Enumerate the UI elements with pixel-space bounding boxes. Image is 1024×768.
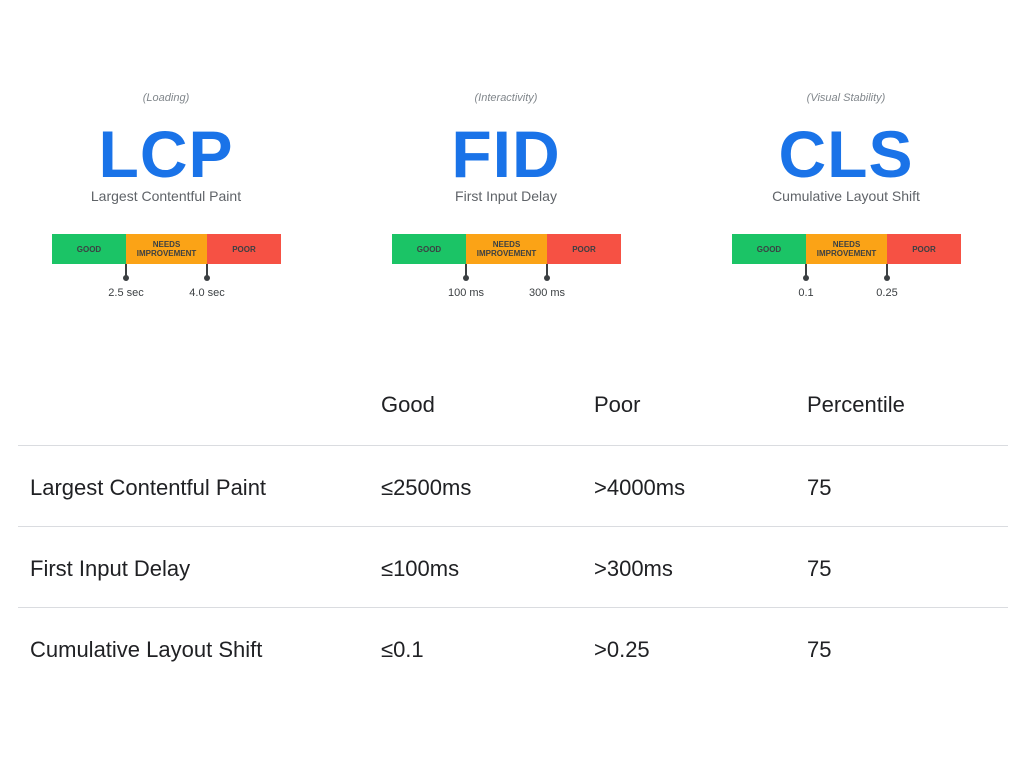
metric-card-cls: (Visual Stability) CLS Cumulative Layout…: [696, 90, 996, 310]
bar-segment-good: GOOD: [732, 234, 806, 264]
bar-segment-good: GOOD: [52, 234, 126, 264]
threshold-marker-good: [803, 264, 809, 281]
table-header-percentile: Percentile: [807, 392, 905, 417]
bar-segment-needs-improvement: NEEDS IMPROVEMENT: [126, 234, 207, 264]
table-cell-metric: Cumulative Layout Shift: [30, 637, 263, 662]
thresholds-table: Good Poor Percentile Largest Contentful …: [18, 370, 1008, 688]
table-cell-good: ≤100ms: [381, 556, 460, 581]
threshold-bar: GOOD NEEDS IMPROVEMENT POOR: [392, 234, 621, 264]
table-cell-good: ≤0.1: [381, 637, 424, 662]
threshold-label-poor: 0.25: [876, 287, 898, 299]
metric-abbreviation: CLS: [778, 117, 914, 191]
metric-abbreviation: LCP: [98, 117, 234, 191]
threshold-label-poor: 4.0 sec: [189, 287, 225, 299]
bar-segment-needs-improvement: NEEDS IMPROVEMENT: [806, 234, 887, 264]
threshold-label-poor: 300 ms: [528, 287, 566, 299]
table-cell-poor: >300ms: [594, 556, 673, 581]
threshold-marker-poor: [544, 264, 550, 281]
table-cell-metric: First Input Delay: [30, 556, 191, 581]
table-cell-percentile: 75: [807, 556, 832, 581]
table-row: First Input Delay ≤100ms >300ms 75: [18, 527, 1008, 608]
threshold-marker-poor: [204, 264, 210, 281]
threshold-bar: GOOD NEEDS IMPROVEMENT POOR: [52, 234, 281, 264]
table-cell-good: ≤2500ms: [381, 475, 472, 500]
metric-category: (Loading): [142, 92, 190, 104]
threshold-marker-poor: [884, 264, 890, 281]
bar-segment-needs-improvement: NEEDS IMPROVEMENT: [466, 234, 547, 264]
threshold-marker-good: [463, 264, 469, 281]
bar-segment-poor: POOR: [887, 234, 961, 264]
threshold-label-good: 0.1: [798, 287, 814, 299]
metric-card-lcp: (Loading) LCP Largest Contentful Paint G…: [16, 90, 316, 310]
bar-segment-good: GOOD: [392, 234, 466, 264]
table-cell-percentile: 75: [807, 475, 832, 500]
metric-category: (Interactivity): [474, 92, 538, 104]
table-cell-percentile: 75: [807, 637, 832, 662]
metric-name: First Input Delay: [455, 188, 557, 204]
table-cell-poor: >4000ms: [594, 475, 686, 500]
metric-category: (Visual Stability): [806, 92, 886, 104]
threshold-label-good: 2.5 sec: [108, 287, 144, 299]
threshold-bar: GOOD NEEDS IMPROVEMENT POOR: [732, 234, 961, 264]
bar-segment-poor: POOR: [207, 234, 281, 264]
table-cell-metric: Largest Contentful Paint: [30, 475, 267, 500]
metric-abbreviation: FID: [451, 117, 561, 191]
metric-card-fid: (Interactivity) FID First Input Delay GO…: [356, 90, 656, 310]
table-header-row: Good Poor Percentile: [18, 370, 1008, 446]
table-header-poor: Poor: [594, 392, 641, 417]
threshold-marker-good: [123, 264, 129, 281]
table-row: Cumulative Layout Shift ≤0.1 >0.25 75: [18, 608, 1008, 688]
threshold-label-good: 100 ms: [447, 287, 485, 299]
table-cell-poor: >0.25: [594, 637, 650, 662]
table-header-good: Good: [381, 392, 435, 417]
bar-segment-poor: POOR: [547, 234, 621, 264]
metric-name: Largest Contentful Paint: [90, 188, 242, 204]
metric-name: Cumulative Layout Shift: [772, 188, 920, 204]
table-row: Largest Contentful Paint ≤2500ms >4000ms…: [18, 446, 1008, 527]
